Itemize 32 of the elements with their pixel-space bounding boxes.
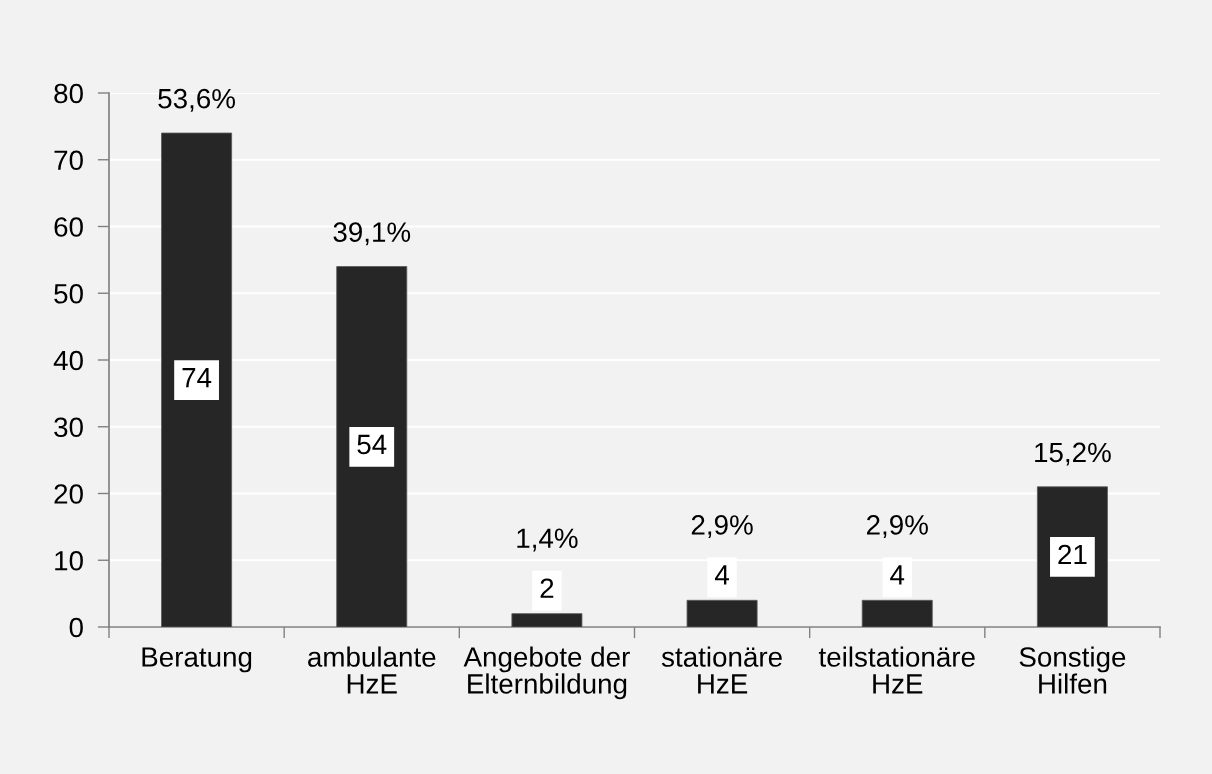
annotation: 15,2% <box>1035 442 1111 466</box>
annotation: 2,9% <box>866 515 928 539</box>
data-label: 54 <box>357 434 387 455</box>
data-label: 74 <box>182 368 212 388</box>
data-label: 2 <box>540 578 554 598</box>
annotation: 39,1% <box>333 222 411 246</box>
y-tick-label: 80 <box>54 83 83 104</box>
bar <box>686 599 758 627</box>
bar <box>161 132 233 627</box>
x-tick-label: teilstationäre HzE <box>818 646 975 694</box>
y-tick-label: 10 <box>55 550 83 571</box>
y-tick-label: 40 <box>53 350 83 371</box>
x-tick-label: Sonstige Hilfen <box>1019 646 1126 694</box>
y-tick-label: 70 <box>54 150 83 171</box>
annotation: 53,6% <box>158 88 235 112</box>
x-tick-label: Beratung <box>142 647 252 673</box>
x-tick-label: ambulante HzE <box>308 646 436 694</box>
x-tick-label: Angebote der Elternbildung <box>463 646 630 700</box>
data-label: 4 <box>890 565 905 585</box>
y-tick-label: 30 <box>54 417 83 438</box>
annotation: 1,4% <box>517 528 578 552</box>
annotation: 2,9% <box>691 515 753 539</box>
bar <box>511 613 583 627</box>
bar <box>861 599 933 627</box>
bar <box>336 266 408 627</box>
y-tick-label: 0 <box>69 617 83 638</box>
y-tick-label: 50 <box>54 283 83 304</box>
data-label: 4 <box>715 565 729 585</box>
y-tick-label: 60 <box>54 217 83 237</box>
y-tick-label: 20 <box>54 484 83 504</box>
x-tick-label: stationäre HzE <box>661 646 782 694</box>
data-label: 21 <box>1058 544 1087 565</box>
